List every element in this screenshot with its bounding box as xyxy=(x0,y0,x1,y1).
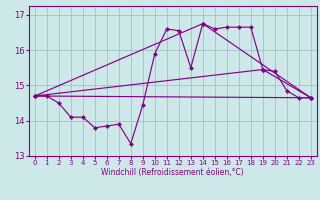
X-axis label: Windchill (Refroidissement éolien,°C): Windchill (Refroidissement éolien,°C) xyxy=(101,168,244,177)
